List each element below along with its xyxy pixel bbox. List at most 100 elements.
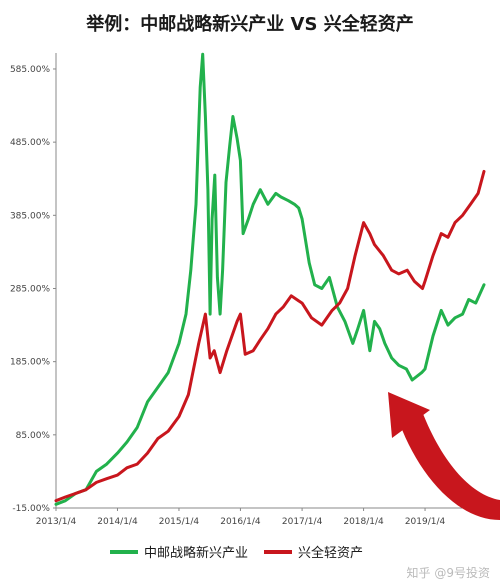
data-point-series1 xyxy=(236,137,238,140)
data-point-series1 xyxy=(378,327,381,330)
data-point-series2 xyxy=(354,254,356,257)
data-point-series2 xyxy=(432,254,434,257)
y-tick-label: -15.00% xyxy=(12,504,50,514)
legend: 中邮战略新兴产业 兴全轻资产 xyxy=(110,542,363,561)
data-point-series1 xyxy=(321,287,323,290)
x-tick-label: 2018/1/4 xyxy=(343,517,384,527)
data-point-series2 xyxy=(373,243,376,246)
annotation-layer xyxy=(388,392,500,520)
data-point-series1 xyxy=(328,276,331,279)
data-point-series1 xyxy=(267,203,269,206)
data-point-series2 xyxy=(447,236,449,239)
data-point-series2 xyxy=(64,496,67,498)
data-point-series1 xyxy=(178,342,180,345)
data-point-series2 xyxy=(301,302,303,304)
data-point-series2 xyxy=(157,437,159,440)
data-point-series1 xyxy=(474,302,477,304)
data-point-series1 xyxy=(55,503,57,506)
data-point-series1 xyxy=(411,379,414,381)
data-point-series1 xyxy=(126,441,128,443)
data-point-series1 xyxy=(228,145,231,147)
y-tick-label: 385.00% xyxy=(10,211,50,221)
data-point-series1 xyxy=(301,218,303,220)
data-point-series2 xyxy=(454,221,456,224)
data-point-series2 xyxy=(236,320,238,323)
data-point-series2 xyxy=(346,287,349,290)
x-tick-label: 2013/1/4 xyxy=(36,517,77,527)
data-point-series2 xyxy=(209,357,211,359)
data-point-series1 xyxy=(373,320,376,323)
data-point-series1 xyxy=(293,203,296,206)
data-point-series2 xyxy=(321,324,323,326)
data-point-series2 xyxy=(469,203,472,206)
data-point-series2 xyxy=(338,302,341,304)
x-tick-label: 2017/1/4 xyxy=(282,517,323,527)
data-point-series1 xyxy=(297,207,300,209)
data-point-series2 xyxy=(440,232,443,235)
data-point-series1 xyxy=(64,499,67,502)
data-point-series1 xyxy=(313,284,316,286)
data-point-series2 xyxy=(331,309,333,312)
data-point-series1 xyxy=(280,196,282,198)
x-tick-label: 2016/1/4 xyxy=(220,517,261,527)
data-point-series2 xyxy=(421,287,424,290)
data-point-series1 xyxy=(259,188,262,191)
data-point-series1 xyxy=(199,86,201,89)
data-point-series1 xyxy=(467,298,470,301)
data-point-series2 xyxy=(116,474,119,476)
data-point-series1 xyxy=(211,218,213,220)
data-point-series1 xyxy=(420,371,423,374)
data-point-series1 xyxy=(209,313,211,315)
data-point-series1 xyxy=(204,115,207,118)
data-point-series2 xyxy=(362,221,365,224)
data-point-series2 xyxy=(55,499,57,502)
data-point-series2 xyxy=(239,313,242,315)
series-layer xyxy=(54,52,486,506)
data-point-series1 xyxy=(190,269,192,272)
data-point-series2 xyxy=(244,353,246,356)
data-point-series2 xyxy=(290,295,293,297)
legend-label-series2: 兴全轻资产 xyxy=(298,546,364,561)
data-point-series1 xyxy=(357,327,359,330)
watermark: 知乎 @9号投资 xyxy=(406,566,490,580)
data-point-series1 xyxy=(167,371,169,374)
data-point-series2 xyxy=(105,477,108,480)
curved-arrow-body xyxy=(397,406,500,520)
data-point-series1 xyxy=(105,463,108,465)
data-point-series2 xyxy=(390,269,393,272)
data-point-series1 xyxy=(219,313,221,315)
data-point-series1 xyxy=(390,357,393,359)
data-point-series1 xyxy=(157,386,159,389)
data-point-series1 xyxy=(398,364,400,367)
data-point-series2 xyxy=(406,269,409,272)
data-point-series1 xyxy=(221,269,224,272)
data-point-series1 xyxy=(247,218,250,220)
legend-swatch-series1 xyxy=(110,549,138,554)
data-point-series1 xyxy=(252,203,254,206)
data-point-series2 xyxy=(297,300,300,302)
data-point-series1 xyxy=(369,349,371,352)
data-point-series2 xyxy=(477,192,479,195)
data-point-series2 xyxy=(369,232,371,235)
data-point-series2 xyxy=(275,313,277,315)
data-point-series1 xyxy=(440,309,443,312)
data-point-series2 xyxy=(178,415,180,418)
data-point-series1 xyxy=(95,470,98,473)
data-point-series2 xyxy=(146,452,149,454)
data-point-series2 xyxy=(461,214,464,217)
data-point-series2 xyxy=(85,488,87,491)
x-tick-label: 2015/1/4 xyxy=(159,517,200,527)
data-point-series2 xyxy=(310,317,313,319)
data-point-series2 xyxy=(167,430,169,433)
data-point-series2 xyxy=(213,349,215,352)
y-tick-label: 485.00% xyxy=(10,138,50,148)
data-point-series1 xyxy=(146,401,149,403)
data-point-series1 xyxy=(214,174,216,176)
data-point-series2 xyxy=(187,393,190,396)
curved-arrow-head xyxy=(388,392,430,438)
data-point-series1 xyxy=(483,284,485,286)
data-point-series2 xyxy=(252,349,254,352)
data-point-series1 xyxy=(232,115,234,118)
data-point-series2 xyxy=(483,170,485,173)
